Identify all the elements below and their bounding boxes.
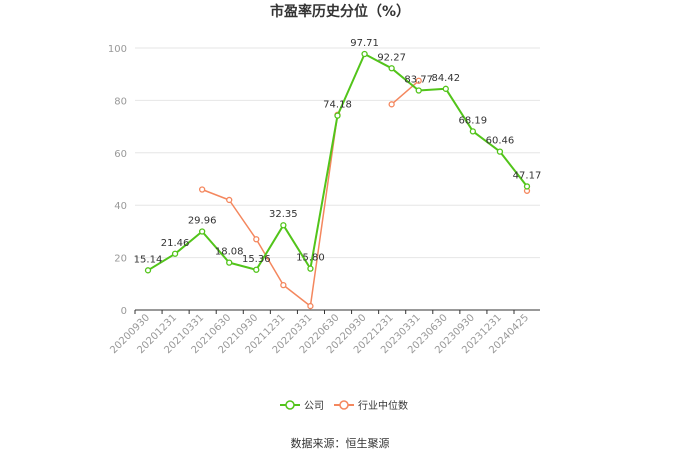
y-tick-label: 0 xyxy=(121,306,127,317)
point-company xyxy=(334,112,341,119)
point-industry xyxy=(253,236,260,243)
data-label: 47.17 xyxy=(513,170,542,181)
point-company xyxy=(442,85,449,92)
point-company xyxy=(253,266,260,273)
point-company xyxy=(415,87,422,94)
series xyxy=(144,50,531,310)
series-line-company xyxy=(147,53,528,272)
point-company xyxy=(280,222,287,229)
data-label: 84.42 xyxy=(431,73,460,84)
legend-company-label: 公司 xyxy=(304,401,324,412)
chart-title: 市盈率历史分位（%） xyxy=(270,3,410,20)
data-label: 18.08 xyxy=(215,247,244,258)
data-label: 74.18 xyxy=(323,100,352,111)
y-tick-label: 40 xyxy=(114,201,127,212)
point-industry xyxy=(226,196,233,204)
data-label: 32.35 xyxy=(269,209,298,220)
legend: 公司 行业中位数 xyxy=(280,399,408,412)
point-company xyxy=(388,65,395,72)
data-label: 29.96 xyxy=(188,216,217,227)
data-label: 92.27 xyxy=(377,52,406,63)
data-label: 60.46 xyxy=(486,136,515,147)
point-company xyxy=(496,148,504,155)
y-tick-label: 20 xyxy=(114,254,127,265)
axes: 0204060801002020093020201231202103312021… xyxy=(108,44,540,356)
data-label: 83.77 xyxy=(404,75,433,86)
point-industry xyxy=(415,77,422,84)
point-company xyxy=(469,128,477,135)
point-company xyxy=(144,267,152,274)
point-company xyxy=(361,50,368,58)
data-label: 15.14 xyxy=(134,254,163,265)
point-industry xyxy=(307,302,314,310)
y-tick-label: 60 xyxy=(114,149,127,160)
data-label: 21.46 xyxy=(161,238,190,249)
point-company xyxy=(171,250,179,257)
data-label: 15.36 xyxy=(242,254,271,265)
point-industry xyxy=(388,101,395,108)
y-tick-label: 100 xyxy=(108,44,127,55)
point-company xyxy=(226,259,233,266)
legend-industry-marker xyxy=(339,400,349,410)
point-company xyxy=(523,183,531,190)
data-label: 68.19 xyxy=(459,115,488,126)
source-text: 数据来源：恒生聚源 xyxy=(291,436,390,450)
point-industry xyxy=(280,281,287,289)
legend-company-marker xyxy=(285,400,295,410)
data-label: 15.80 xyxy=(296,253,325,264)
point-industry xyxy=(198,186,206,193)
data-label: 97.71 xyxy=(350,38,379,49)
legend-industry-label: 行业中位数 xyxy=(358,399,408,412)
point-company xyxy=(198,228,206,235)
point-company xyxy=(307,265,314,272)
grid xyxy=(135,47,540,259)
y-tick-label: 80 xyxy=(114,96,127,107)
